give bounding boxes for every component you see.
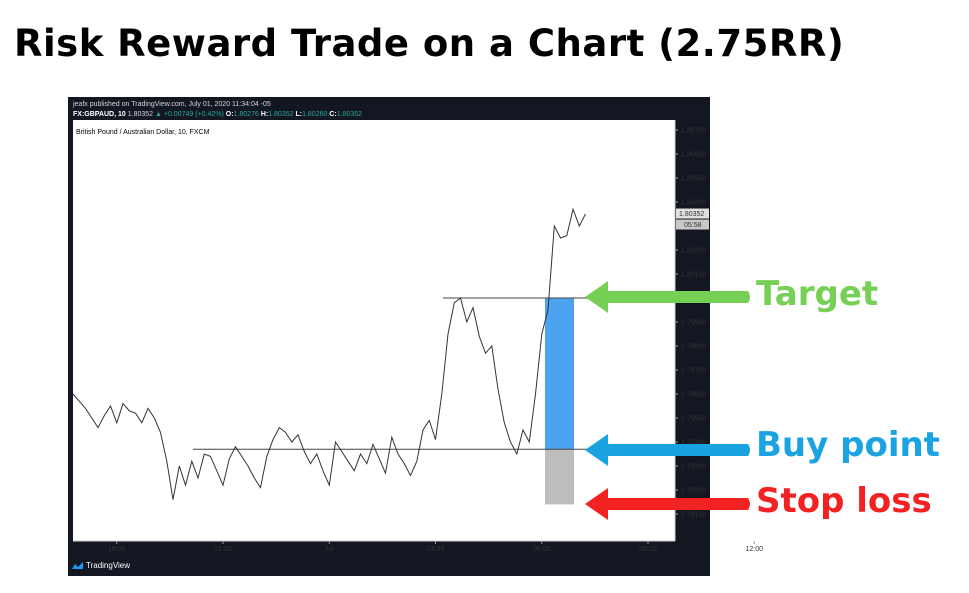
x-tick-label: 18:00 xyxy=(108,546,126,553)
y-tick-label: 1.80600 xyxy=(681,152,706,159)
countdown-box xyxy=(676,219,709,230)
x-tick-label: Jul xyxy=(325,546,334,553)
high-value: 1.80352 xyxy=(268,111,294,118)
y-tick-label: 1.80700 xyxy=(681,128,706,135)
y-tick-label: 1.80500 xyxy=(681,176,706,183)
price-line xyxy=(72,207,586,500)
x-tick-label: 21:00 xyxy=(214,546,232,553)
y-tick-label: 1.79600 xyxy=(681,392,706,399)
y-tick-label: 1.79500 xyxy=(681,416,706,423)
x-tick-label: 12:00 xyxy=(745,546,763,553)
ohlc-line: FX:GBPAUD, 10 1.80352 ▲ +0.00749 (+0.42%… xyxy=(73,111,362,118)
stop-loss-arrow-icon xyxy=(585,488,750,520)
open-value: 1.80276 xyxy=(233,111,259,118)
target-arrow-icon xyxy=(585,281,750,313)
risk-zone xyxy=(545,449,574,505)
price-tag-label: 1.80352 xyxy=(679,211,704,218)
buy-point-arrow-icon xyxy=(585,434,750,466)
low-label: L: xyxy=(295,111,303,118)
y-tick-label: 1.80100 xyxy=(681,272,706,279)
stop-loss-label: Stop loss xyxy=(756,481,932,521)
y-tick-label: 1.80400 xyxy=(681,200,706,207)
y-tick-label: 1.79100 xyxy=(681,512,706,519)
buy-point-label: Buy point xyxy=(756,425,940,465)
last-price: 1.80352 xyxy=(127,111,154,118)
price-tag-box xyxy=(676,208,709,219)
y-tick-label: 1.80200 xyxy=(681,248,706,255)
y-tick-label: 1.79700 xyxy=(681,368,706,375)
high-label: H: xyxy=(260,111,269,118)
y-tick-label: 1.79200 xyxy=(681,488,706,495)
y-tick-label: 1.79800 xyxy=(681,344,706,351)
close-label: C: xyxy=(329,111,337,118)
brand-label: TradingView xyxy=(86,561,131,570)
open-label: O: xyxy=(225,111,234,118)
reward-zone xyxy=(545,298,574,450)
x-tick-label: 06:00 xyxy=(533,546,551,553)
tradingview-logo-icon xyxy=(72,562,83,569)
chart-title: British Pound / Australian Dollar, 10, F… xyxy=(76,129,210,136)
y-tick-label: 1.79300 xyxy=(681,464,706,471)
change-value: ▲ +0.00749 (+0.42%) xyxy=(155,111,224,118)
low-value: 1.80260 xyxy=(302,111,328,118)
x-tick-label: 09:00 xyxy=(639,546,657,553)
target-label: Target xyxy=(756,274,879,314)
plot-area xyxy=(73,120,675,541)
tradingview-brand[interactable]: TradingView xyxy=(72,561,130,570)
y-tick-label: 1.79400 xyxy=(681,440,706,447)
x-tick-label: 03:00 xyxy=(427,546,445,553)
countdown-label: 05:58 xyxy=(684,222,702,229)
published-line: jeafx published on TradingView.com, July… xyxy=(73,101,271,108)
close-value: 1.80352 xyxy=(336,111,363,118)
y-tick-label: 1.79900 xyxy=(681,320,706,327)
symbol-label: FX:GBPAUD, 10 xyxy=(73,111,126,118)
page-headline: Risk Reward Trade on a Chart (2.75RR) xyxy=(14,22,845,65)
